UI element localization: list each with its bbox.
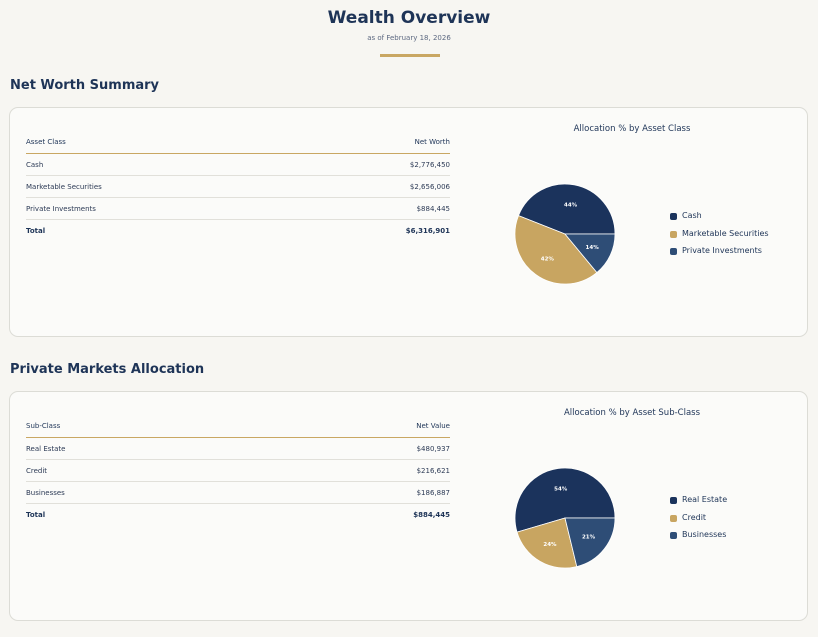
private-markets-table: Sub-Class Net Value Real Estate $480,937… (26, 422, 450, 525)
legend-swatch (670, 230, 677, 238)
row-value: $884,445 (416, 205, 450, 213)
column-header-asset-class: Asset Class (26, 138, 66, 146)
private-markets-card: Sub-Class Net Value Real Estate $480,937… (9, 391, 808, 621)
table-header-row: Asset Class Net Worth (26, 138, 450, 154)
total-label: Total (26, 511, 46, 519)
row-value: $2,776,450 (409, 161, 450, 169)
slice-data-label: 54% (554, 486, 568, 492)
row-label: Marketable Securities (26, 183, 102, 191)
pie-svg: 54% 24% 21% (514, 467, 616, 569)
legend-label: Cash (682, 211, 702, 220)
row-label: Cash (26, 161, 44, 169)
table-row: Marketable Securities $2,656,006 (26, 176, 450, 198)
pie-chart: 44% 42% 14% (514, 183, 616, 285)
table-total-row: Total $6,316,901 (26, 220, 450, 241)
slice-data-label: 24% (543, 542, 557, 548)
table-row: Private Investments $884,445 (26, 198, 450, 220)
legend-swatch (670, 497, 677, 504)
table-header-row: Sub-Class Net Value (26, 422, 450, 438)
row-label: Private Investments (26, 205, 96, 213)
slice-data-label: 44% (564, 203, 578, 209)
row-value: $480,937 (416, 445, 450, 453)
pie-svg: 44% 42% 14% (514, 183, 616, 285)
row-label: Real Estate (26, 445, 66, 453)
total-value: $884,445 (413, 511, 450, 519)
pie-slice-marketable-securities (514, 215, 598, 285)
page-subtitle: as of February 18, 2026 (367, 34, 451, 42)
legend-swatch (670, 514, 677, 522)
legend-swatch (670, 213, 677, 220)
slice-data-label: 21% (582, 535, 596, 541)
title-divider (380, 54, 440, 57)
table-total-row: Total $884,445 (26, 504, 450, 525)
net-worth-table: Asset Class Net Worth Cash $2,776,450 Ma… (26, 138, 450, 241)
pie-slice-real-estate (514, 467, 616, 533)
net-worth-card: Asset Class Net Worth Cash $2,776,450 Ma… (9, 107, 808, 337)
legend-label: Real Estate (682, 495, 728, 504)
page-title: Wealth Overview (327, 8, 491, 28)
table-row: Cash $2,776,450 (26, 154, 450, 176)
total-value: $6,316,901 (405, 227, 450, 235)
legend-swatch (670, 532, 677, 539)
total-label: Total (26, 227, 46, 235)
row-value: $216,621 (416, 467, 450, 475)
pie-chart: 54% 24% 21% (514, 467, 616, 569)
legend-label: Marketable Securities (682, 228, 769, 238)
pie-slice-businesses (564, 517, 616, 568)
private-markets-section-title: Private Markets Allocation (10, 362, 205, 377)
table-row: Businesses $186,887 (26, 482, 450, 504)
legend-swatch (670, 248, 677, 255)
row-value: $186,887 (416, 489, 450, 497)
column-header-net-worth: Net Worth (414, 138, 450, 146)
column-header-net-value: Net Value (416, 422, 450, 430)
table-row: Real Estate $480,937 (26, 438, 450, 460)
legend-label: Businesses (682, 530, 727, 539)
pie-slice-private-investments (564, 233, 616, 274)
legend-label: Private Investments (682, 246, 762, 255)
table-row: Credit $216,621 (26, 460, 450, 482)
slice-data-label: 42% (541, 256, 555, 262)
chart-title: Allocation % by Asset Class (573, 124, 691, 134)
net-worth-section-title: Net Worth Summary (10, 78, 160, 93)
legend-label: Credit (682, 512, 707, 522)
row-value: $2,656,006 (409, 183, 450, 191)
row-label: Credit (26, 467, 48, 475)
row-label: Businesses (26, 489, 65, 497)
pie-slice-cash (517, 183, 616, 235)
slice-data-label: 14% (586, 245, 600, 251)
column-header-sub-class: Sub-Class (26, 422, 61, 430)
chart-title: Allocation % by Asset Sub-Class (563, 408, 701, 418)
pie-slice-credit (516, 517, 578, 569)
